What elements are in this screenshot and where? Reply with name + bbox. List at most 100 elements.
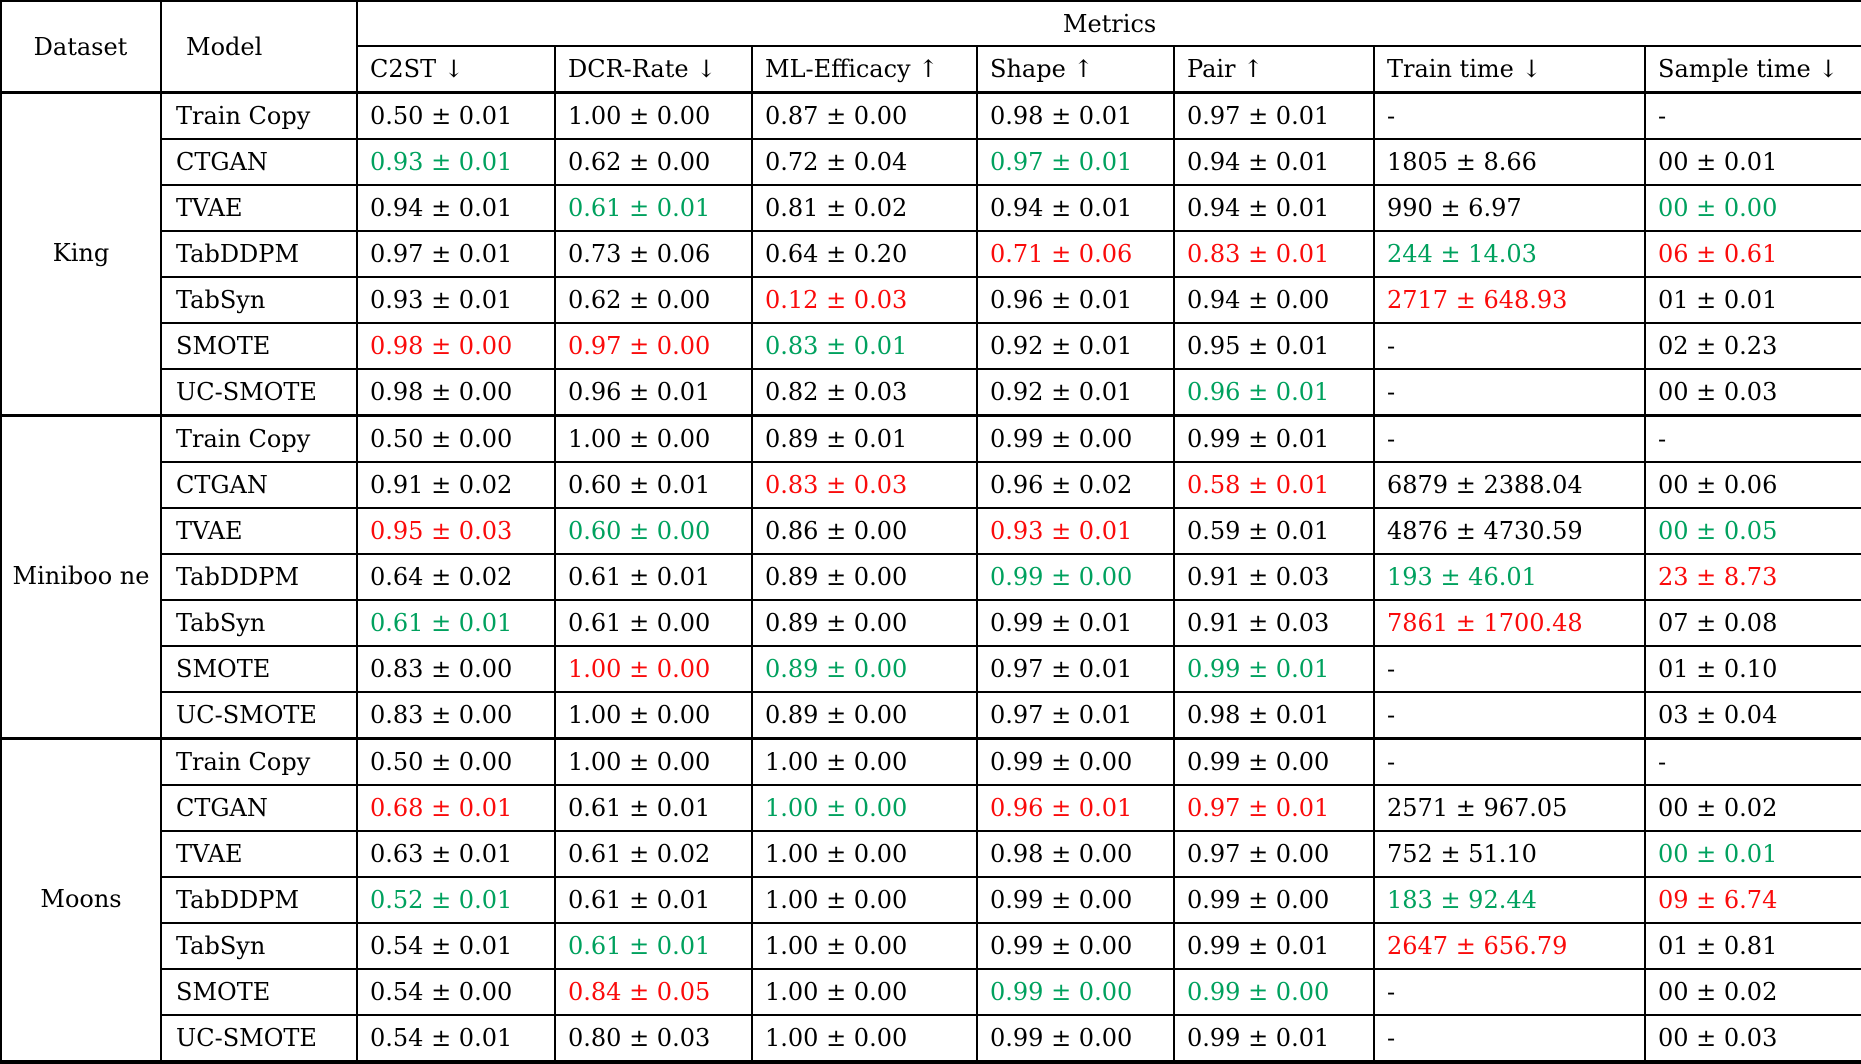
metric-value: 0.97 ± 0.01 [1173, 784, 1375, 832]
metric-value: 0.54 ± 0.01 [356, 922, 556, 970]
metric-value: 0.98 ± 0.00 [356, 322, 556, 370]
metric-value: 0.58 ± 0.01 [1173, 461, 1375, 509]
column-header-train-time: Train time ↓ [1373, 45, 1646, 94]
metric-value: 01 ± 0.10 [1643, 645, 1861, 693]
metric-value: - [1643, 737, 1861, 786]
model-label: CTGAN [160, 784, 358, 832]
metric-value: 0.89 ± 0.00 [751, 599, 978, 647]
table-row: Moons Train Copy 0.50 ± 0.00 1.00 ± 0.00 1.0… [0, 737, 1861, 1063]
metric-value: 0.54 ± 0.00 [356, 968, 556, 1016]
metric-value: 0.99 ± 0.00 [976, 876, 1175, 924]
metric-value: 0.50 ± 0.00 [356, 414, 556, 463]
model-label: TabSyn [160, 922, 358, 970]
metric-value: 0.97 ± 0.00 [1173, 830, 1375, 878]
column-header-model: Model [160, 0, 358, 94]
table-row: CTGAN 0.68 ± 0.01 0.61 ± 0.01 1.00 ± 0.00 0.… [1, 784, 1861, 832]
header-row-top: Dataset Model Metrics [0, 0, 1861, 94]
metric-value: 07 ± 0.08 [1643, 599, 1861, 647]
metric-value: 00 ± 0.05 [1643, 507, 1861, 555]
metric-value: 0.64 ± 0.20 [751, 230, 978, 278]
metric-value: - [1643, 91, 1861, 140]
model-label: TabDDPM [160, 553, 358, 601]
metric-value: 2571 ± 967.05 [1373, 784, 1646, 832]
metric-value: 1.00 ± 0.00 [751, 784, 978, 832]
table-row: TabDDPM 0.52 ± 0.01 0.61 ± 0.01 1.00 ± 0.00… [1, 876, 1861, 924]
metric-value: 0.99 ± 0.00 [976, 922, 1175, 970]
metric-value: 1.00 ± 0.00 [554, 645, 753, 693]
metric-value: 193 ± 46.01 [1373, 553, 1646, 601]
metric-value: 0.94 ± 0.01 [976, 184, 1175, 232]
model-label: CTGAN [160, 461, 358, 509]
metric-value: 0.61 ± 0.01 [554, 184, 753, 232]
metric-value: 0.60 ± 0.00 [554, 507, 753, 555]
metric-value: - [1373, 368, 1646, 417]
metric-value: 0.73 ± 0.06 [554, 230, 753, 278]
metric-value: 2647 ± 656.79 [1373, 922, 1646, 970]
metric-value: 0.96 ± 0.01 [976, 276, 1175, 324]
model-label: SMOTE [160, 645, 358, 693]
metric-value: 0.81 ± 0.02 [751, 184, 978, 232]
metric-value: 0.99 ± 0.01 [976, 599, 1175, 647]
metric-value: 0.83 ± 0.00 [356, 691, 556, 740]
metric-value: 0.68 ± 0.01 [356, 784, 556, 832]
metric-value: 1805 ± 8.66 [1373, 138, 1646, 186]
metric-value: 0.83 ± 0.01 [751, 322, 978, 370]
metric-value: 0.92 ± 0.01 [976, 368, 1175, 417]
metric-value: 0.95 ± 0.01 [1173, 322, 1375, 370]
metric-value: 752 ± 51.10 [1373, 830, 1646, 878]
metric-value: 0.98 ± 0.01 [1173, 691, 1375, 740]
column-header-c2st: C2ST ↓ [356, 45, 556, 94]
table-row: UC-SMOTE 0.83 ± 0.00 1.00 ± 0.00 0.89 ± 0.0… [1, 691, 1861, 740]
metric-value: 7861 ± 1700.48 [1373, 599, 1646, 647]
metric-value: 0.99 ± 0.00 [976, 737, 1175, 786]
metric-value: 0.99 ± 0.00 [976, 1014, 1175, 1063]
metric-value: - [1373, 645, 1646, 693]
model-label: Train Copy [160, 91, 358, 140]
metric-value: 4876 ± 4730.59 [1373, 507, 1646, 555]
metric-value: 1.00 ± 0.00 [554, 91, 753, 140]
model-label: Train Copy [160, 414, 358, 463]
model-label: UC-SMOTE [160, 1014, 358, 1063]
model-label: SMOTE [160, 968, 358, 1016]
metric-value: 183 ± 92.44 [1373, 876, 1646, 924]
metric-value: 06 ± 0.61 [1643, 230, 1861, 278]
metric-value: 0.62 ± 0.00 [554, 138, 753, 186]
metric-value: 0.91 ± 0.03 [1173, 599, 1375, 647]
model-label: UC-SMOTE [160, 368, 358, 417]
metric-value: 1.00 ± 0.00 [554, 414, 753, 463]
metric-value: 0.99 ± 0.01 [1173, 1014, 1375, 1063]
metric-value: 01 ± 0.81 [1643, 922, 1861, 970]
metric-value: 0.97 ± 0.00 [554, 322, 753, 370]
metric-value: 0.92 ± 0.01 [976, 322, 1175, 370]
table-row: UC-SMOTE 0.98 ± 0.00 0.96 ± 0.01 0.82 ± 0.0… [1, 368, 1861, 417]
metric-value: 0.99 ± 0.01 [1173, 645, 1375, 693]
model-label: SMOTE [160, 322, 358, 370]
metric-value: 0.89 ± 0.00 [751, 691, 978, 740]
table-row: CTGAN 0.91 ± 0.02 0.60 ± 0.01 0.83 ± 0.03 0.… [1, 461, 1861, 509]
column-header-sample-time: Sample time ↓ [1643, 45, 1861, 94]
metric-value: - [1373, 968, 1646, 1016]
metric-value: - [1373, 322, 1646, 370]
column-header-metrics-group: Metrics [355, 0, 1861, 47]
metric-value: 0.97 ± 0.01 [976, 138, 1175, 186]
metric-value: 00 ± 0.02 [1643, 968, 1861, 1016]
metric-value: 0.96 ± 0.01 [976, 784, 1175, 832]
metric-value: 0.83 ± 0.00 [356, 645, 556, 693]
model-label: TVAE [160, 184, 358, 232]
metric-value: 0.12 ± 0.03 [751, 276, 978, 324]
metric-value: 0.97 ± 0.01 [1173, 91, 1375, 140]
metric-value: 0.94 ± 0.01 [356, 184, 556, 232]
metric-value: - [1373, 91, 1646, 140]
metric-value: 0.60 ± 0.01 [554, 461, 753, 509]
metric-value: 0.61 ± 0.01 [554, 922, 753, 970]
metric-value: 0.91 ± 0.03 [1173, 553, 1375, 601]
metric-value: 0.89 ± 0.01 [751, 414, 978, 463]
metric-value: 1.00 ± 0.00 [751, 737, 978, 786]
metric-value: 244 ± 14.03 [1373, 230, 1646, 278]
dataset-label: Miniboo ne [0, 414, 162, 740]
metric-value: 0.87 ± 0.00 [751, 91, 978, 140]
model-label: TVAE [160, 830, 358, 878]
metric-value: 0.94 ± 0.01 [1173, 184, 1375, 232]
metric-value: 0.99 ± 0.00 [1173, 737, 1375, 786]
